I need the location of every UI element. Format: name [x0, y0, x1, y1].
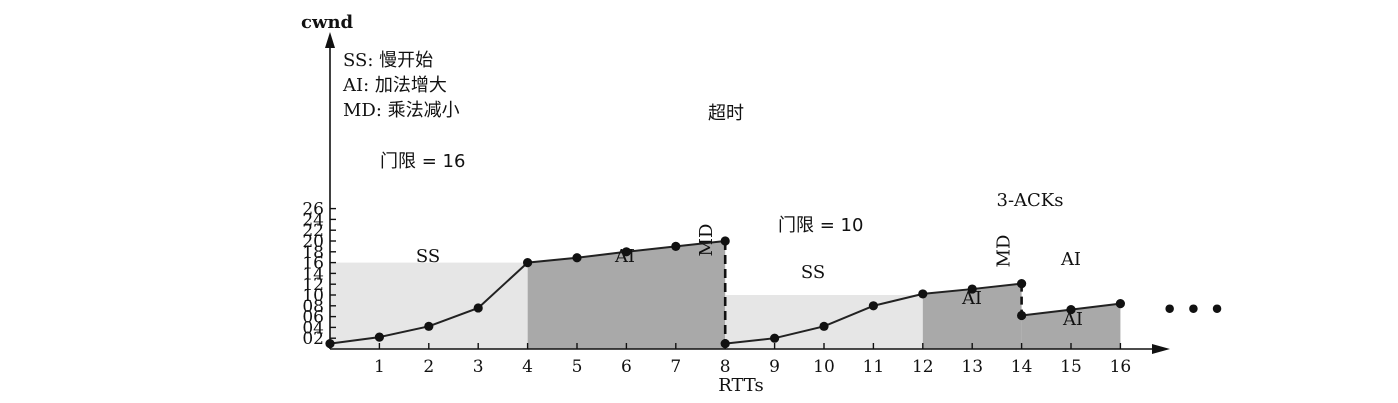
md-label-timeout: MD — [696, 224, 717, 257]
data-point — [325, 339, 335, 349]
data-point — [1017, 310, 1027, 321]
y-tick-label: 26 — [302, 200, 324, 220]
region-label-ai-upper: AI — [1060, 249, 1081, 270]
data-point — [868, 301, 879, 311]
data-point — [1017, 279, 1027, 289]
data-point — [671, 241, 681, 251]
y-tick-label: 06 — [302, 308, 324, 328]
data-point — [720, 339, 730, 349]
y-tick-label: 12 — [302, 275, 324, 295]
y-tick-label: 22 — [302, 221, 324, 241]
data-point — [967, 284, 977, 294]
region-label-ai: AI — [1062, 309, 1083, 330]
x-axis-title: RTTs — [718, 375, 764, 396]
y-tick-label: 08 — [302, 297, 324, 317]
legend-entry: SS: 慢开始 — [343, 50, 433, 71]
threshold-label-10: 门限 = 10 — [778, 215, 863, 236]
y-tick-label: 18 — [302, 243, 324, 263]
x-tick-label: 12 — [912, 357, 934, 377]
region-label-ai: AI — [961, 288, 982, 309]
y-tick-label: 16 — [302, 254, 324, 274]
y-axis-title: cwnd — [301, 12, 354, 33]
region-ss-light-0 — [330, 262, 528, 349]
y-tick-label: 24 — [302, 210, 324, 230]
labels: 1 2 3 4 5 6 7 8 9 10 11 12 13 14 15 1602040608101214161… — [301, 12, 1225, 396]
x-tick-label: 16 — [1110, 357, 1132, 377]
y-tick-label: 10 — [302, 286, 324, 306]
data-point — [918, 289, 928, 299]
x-axis-arrow-icon — [1152, 344, 1170, 354]
data-point — [1066, 304, 1076, 315]
x-tick-label: 9 — [769, 357, 780, 377]
threshold-label-16: 门限 = 16 — [380, 151, 465, 172]
y-tick-label: 02 — [302, 329, 324, 349]
three-acks-label: 3-ACKs — [997, 190, 1064, 211]
y-tick-label: 04 — [302, 318, 324, 338]
x-tick-label: 7 — [670, 357, 681, 377]
y-axis-arrow-icon — [325, 32, 335, 48]
data-point — [819, 321, 829, 331]
data-point — [374, 332, 384, 342]
y-tick-label: 14 — [302, 264, 324, 284]
x-tick-label: 13 — [961, 357, 983, 377]
legend-entry: MD: 乘法减小 — [343, 100, 460, 121]
x-tick-label: 5 — [572, 357, 583, 377]
data-point — [424, 321, 434, 331]
data-point — [720, 236, 730, 246]
region-label-ai: AI — [614, 246, 635, 267]
data-points — [325, 236, 1125, 349]
data-point — [1115, 299, 1125, 309]
timeout-label: 超时 — [708, 103, 744, 124]
region-ai-dark-3 — [922, 283, 1022, 349]
continuation-ellipsis: • • • — [1162, 295, 1225, 324]
x-tick-label: 4 — [522, 357, 533, 377]
data-point — [770, 333, 780, 343]
data-point — [523, 258, 533, 268]
region-ai-dark-1 — [527, 241, 726, 349]
x-tick-label: 8 — [720, 357, 731, 377]
region-label-ss: SS — [416, 246, 440, 267]
x-tick-label: 10 — [813, 357, 835, 377]
x-tick-label: 14 — [1011, 357, 1033, 377]
data-point — [473, 303, 483, 313]
data-point — [572, 253, 582, 263]
region-gap — [520, 262, 528, 349]
x-tick-label: 2 — [423, 357, 434, 377]
x-tick-label: 11 — [863, 357, 885, 377]
y-tick-label: 20 — [302, 232, 324, 252]
md-label-3acks: MD — [994, 235, 1015, 268]
data-point — [621, 247, 632, 257]
region-ai-dark-4 — [1021, 303, 1121, 349]
legend-entry: AI: 加法增大 — [342, 75, 447, 96]
x-tick-label: 1 — [374, 357, 385, 377]
x-tick-label: 6 — [621, 357, 632, 377]
region-label-ss: SS — [801, 262, 825, 283]
x-tick-label: 15 — [1060, 357, 1082, 377]
x-tick-label: 3 — [473, 357, 484, 377]
axes — [325, 32, 1170, 354]
